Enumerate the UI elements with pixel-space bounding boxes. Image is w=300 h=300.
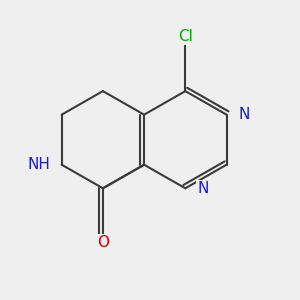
- Text: O: O: [97, 235, 109, 250]
- Text: N: N: [197, 181, 208, 196]
- Text: Cl: Cl: [178, 29, 193, 44]
- Text: NH: NH: [27, 157, 50, 172]
- Text: N: N: [238, 107, 250, 122]
